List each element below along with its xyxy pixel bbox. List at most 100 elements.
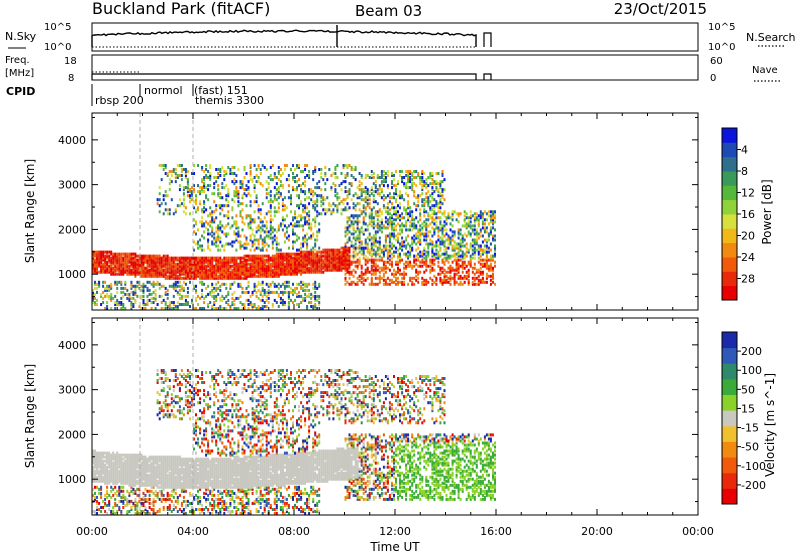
heatmap-cell <box>261 254 264 258</box>
heatmap-cell <box>114 280 117 284</box>
heatmap-cell <box>213 176 216 179</box>
heatmap-cell <box>310 252 313 256</box>
heatmap-cell <box>118 455 121 459</box>
heatmap-cell <box>211 228 214 232</box>
heatmap-cell <box>310 254 313 258</box>
heatmap-cell <box>134 268 137 272</box>
heatmap-cell <box>338 184 341 188</box>
heatmap-cell <box>96 495 98 499</box>
heatmap-cell <box>332 250 335 254</box>
heatmap-cell <box>407 216 410 220</box>
heatmap-cell <box>130 453 133 457</box>
heatmap-cell <box>255 258 258 262</box>
heatmap-cell <box>344 206 347 210</box>
heatmap-cell <box>136 455 139 459</box>
heatmap-cell <box>473 256 476 260</box>
heatmap-cell <box>213 290 216 294</box>
heatmap-cell <box>461 238 464 242</box>
heatmap-cell <box>485 258 488 262</box>
heatmap-cell <box>455 256 458 260</box>
heatmap-cell <box>338 254 341 258</box>
heatmap-cell <box>298 290 300 294</box>
heatmap-cell <box>376 218 379 222</box>
heatmap-cell <box>283 196 286 200</box>
heatmap-cell <box>463 256 466 260</box>
velocity-heatmap <box>92 318 496 515</box>
heatmap-cell <box>386 194 389 198</box>
heatmap-cell <box>166 276 169 280</box>
heatmap-cell <box>148 298 151 302</box>
heatmap-cell <box>277 206 280 210</box>
heatmap-cell <box>182 188 185 192</box>
heatmap-cell <box>429 216 432 220</box>
heatmap-cell <box>302 250 305 254</box>
heatmap-cell <box>203 296 206 300</box>
heatmap-cell <box>247 303 250 306</box>
heatmap-cell <box>302 286 305 290</box>
heatmap-cell <box>148 260 151 264</box>
heatmap-cell <box>146 303 149 306</box>
heatmap-cell <box>350 244 353 248</box>
heatmap-cell <box>209 268 212 272</box>
heatmap-cell <box>259 264 262 268</box>
heatmap-cell <box>170 276 173 280</box>
heatmap-cell <box>485 266 488 270</box>
heatmap-cell <box>405 272 408 276</box>
heatmap-cell <box>439 268 442 272</box>
heatmap-cell <box>320 188 323 192</box>
heatmap-cell <box>219 226 222 230</box>
heatmap-cell <box>328 268 331 272</box>
heatmap-cell <box>225 276 228 280</box>
heatmap-cell <box>199 256 202 260</box>
heatmap-cell <box>227 292 230 296</box>
heatmap-cell <box>471 244 474 248</box>
heatmap-cell <box>409 252 412 256</box>
heatmap-cell <box>94 260 96 264</box>
heatmap-cell <box>324 268 327 272</box>
heatmap-cell <box>304 284 307 288</box>
heatmap-cell <box>263 290 266 294</box>
heatmap-cell <box>110 270 113 274</box>
heatmap-cell <box>265 260 268 264</box>
heatmap-cell <box>409 244 412 248</box>
heatmap-cell <box>223 256 226 260</box>
heatmap-cell <box>431 248 434 252</box>
heatmap-cell <box>104 451 107 455</box>
heatmap-cell <box>273 254 276 258</box>
heatmap-cell <box>443 262 446 266</box>
heatmap-cell <box>158 266 161 270</box>
heatmap-cell <box>435 212 438 216</box>
heatmap-cell <box>415 226 418 230</box>
heatmap-cell <box>100 477 103 481</box>
heatmap-cell <box>320 270 323 274</box>
heatmap-cell <box>481 234 484 238</box>
heatmap-cell <box>318 270 321 274</box>
heatmap-cell <box>104 262 107 266</box>
heatmap-cell <box>259 266 262 270</box>
heatmap-cell <box>142 264 145 268</box>
heatmap-cell <box>191 301 193 304</box>
heatmap-cell <box>435 204 438 208</box>
heatmap-cell <box>116 465 119 469</box>
heatmap-cell <box>378 246 381 250</box>
heatmap-cell <box>174 276 177 280</box>
heatmap-cell <box>354 192 357 196</box>
heatmap-cell <box>136 457 139 461</box>
heatmap-cell <box>401 180 404 184</box>
heatmap-cell <box>473 212 476 216</box>
heatmap-cell <box>277 252 280 256</box>
heatmap-cell <box>362 190 365 194</box>
heatmap-cell <box>207 238 210 242</box>
heatmap-cell <box>166 266 169 270</box>
heatmap-cell <box>294 240 296 244</box>
heatmap-cell <box>170 262 173 266</box>
heatmap-cell <box>215 204 218 208</box>
heatmap-cell <box>485 238 488 242</box>
heatmap-cell <box>162 264 165 268</box>
heatmap-cell <box>312 256 315 260</box>
heatmap-cell <box>122 489 125 493</box>
heatmap-cell <box>92 258 94 262</box>
heatmap-cell <box>370 248 373 252</box>
heatmap-cell <box>102 479 105 483</box>
heatmap-cell <box>217 232 220 236</box>
